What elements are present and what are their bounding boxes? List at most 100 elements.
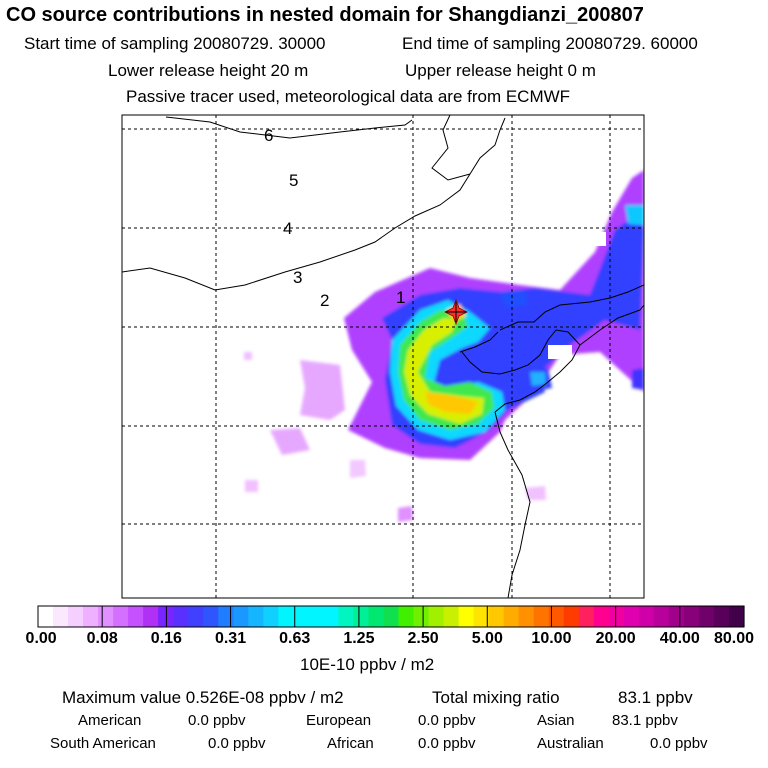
coastline [122, 117, 506, 291]
region-name: European [306, 712, 372, 729]
colorbar-cell [68, 606, 84, 627]
colorbar-cell [293, 606, 309, 627]
colorbar-cell [338, 606, 355, 627]
colorbar-tick-label: 40.00 [659, 630, 700, 647]
colorbar-cell [173, 606, 189, 627]
plume-patch-light [300, 360, 345, 420]
colorbar-cell [593, 606, 610, 627]
plume-patch-light [350, 460, 366, 478]
colorbar-cell [533, 606, 550, 627]
region-value: 0.0 ppbv [650, 735, 708, 752]
colorbar-cell [263, 606, 279, 627]
colorbar-cell [203, 606, 219, 627]
colorbar-cell [383, 606, 400, 627]
colorbar-tick-label: 0.31 [214, 630, 247, 647]
colorbar-cell [38, 606, 54, 627]
tracer-note: Passive tracer used, meteorological data… [126, 87, 571, 106]
region-value: 0.0 ppbv [188, 712, 246, 729]
total-mixing-label: Total mixing ratio [432, 688, 560, 707]
colorbar-cell [728, 606, 745, 627]
region-value: 0.0 ppbv [418, 735, 476, 752]
colorbar-units: 10E-10 ppbv / m2 [300, 655, 435, 674]
contour-label: 3 [293, 268, 302, 287]
region-name: South American [50, 735, 156, 752]
coastline [459, 331, 499, 353]
plume-patch-blue [632, 368, 644, 390]
region-name: American [78, 712, 142, 729]
colorbar-cell [413, 606, 430, 627]
coastline [499, 284, 644, 331]
colorbar-cell [233, 606, 249, 627]
region-value: 0.0 ppbv [418, 712, 476, 729]
colorbar-cell [503, 606, 520, 627]
total-mixing-value: 83.1 ppbv [618, 688, 693, 707]
map-frame [121, 114, 645, 599]
upper-release-label: Upper release height 0 m [405, 61, 596, 80]
plume-patch-light [270, 428, 310, 455]
coastline [431, 115, 471, 181]
colorbar-cell [548, 606, 565, 627]
colorbar-cell [623, 606, 640, 627]
colorbar-cell [428, 606, 445, 627]
colorbar-cell [368, 606, 385, 627]
receptor-marker [444, 298, 468, 326]
plume-patch-light [244, 352, 252, 360]
colorbar-tick-label: 0.08 [86, 630, 118, 647]
max-value-label: Maximum value 0.526E-08 ppbv / m2 [62, 688, 344, 707]
plume-patch-light [245, 480, 258, 492]
colorbar-tick-label: 80.00 [713, 630, 755, 647]
colorbar-cell [113, 606, 129, 627]
colorbar-cell [443, 606, 460, 627]
colorbar-tick-label: 20.00 [595, 630, 636, 647]
colorbar-cell [653, 606, 670, 627]
contour-label: 6 [264, 126, 273, 145]
gap [548, 345, 572, 359]
coastline [579, 304, 644, 346]
gap [588, 232, 606, 246]
colorbar-cell [578, 606, 595, 627]
colorbar-cell [248, 606, 264, 627]
colorbar-tick-label: 10.00 [531, 630, 572, 647]
contour-label: 4 [283, 219, 292, 238]
colorbar-cell [353, 606, 370, 627]
colorbar-cell [323, 606, 340, 627]
region-value: 83.1 ppbv [612, 712, 678, 729]
coastline [494, 411, 531, 598]
colorbar-tick-label: 1.25 [343, 630, 375, 647]
colorbar-cell [218, 606, 234, 627]
colorbar-cell [53, 606, 69, 627]
colorbar-tick-label: 5.00 [471, 630, 503, 647]
contour-label: 5 [289, 171, 298, 190]
colorbar-cell [563, 606, 580, 627]
coastline [165, 116, 413, 139]
colorbar-cell [83, 606, 99, 627]
colorbar-cell [458, 606, 475, 627]
colorbar-cell [668, 606, 685, 627]
colorbar-cell [308, 606, 324, 627]
plume-patch-light [525, 486, 546, 500]
coastlines [122, 115, 644, 598]
colorbar-cell [608, 606, 625, 627]
colorbar-cell [188, 606, 204, 627]
plume-patch-cyan [530, 372, 546, 386]
plume-patch-cyan [625, 205, 644, 225]
coastline [461, 329, 581, 413]
colorbar-tick-label: 2.50 [407, 630, 439, 647]
plume-level-yellow [404, 318, 484, 424]
colorbar-cell [278, 606, 294, 627]
start-time-label: Start time of sampling 20080729. 30000 [24, 34, 326, 53]
colorbar-tick-label: 0.63 [279, 630, 311, 647]
plume-level-orange [425, 392, 478, 414]
plume-patch-light [398, 506, 413, 522]
contour-label: 2 [320, 291, 329, 310]
grid [122, 115, 644, 598]
colorbar-cell [398, 606, 415, 627]
colorbar-cell [473, 606, 490, 627]
colorbar-cell [488, 606, 505, 627]
colorbar-cell [98, 606, 114, 627]
colorbar-cell [713, 606, 730, 627]
colorbar-cell [143, 606, 159, 627]
colorbar-tick-label: 0.00 [25, 630, 57, 647]
end-time-label: End time of sampling 20080729. 60000 [402, 34, 698, 53]
